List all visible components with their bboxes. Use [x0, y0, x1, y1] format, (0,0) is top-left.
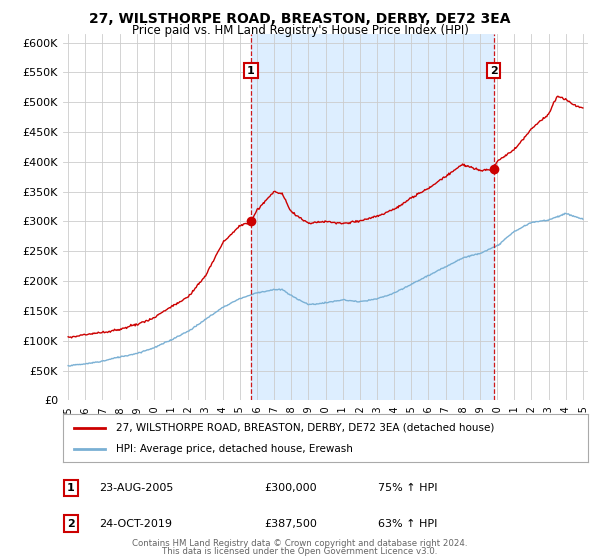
Text: 27, WILSTHORPE ROAD, BREASTON, DERBY, DE72 3EA (detached house): 27, WILSTHORPE ROAD, BREASTON, DERBY, DE… [115, 423, 494, 433]
Text: £300,000: £300,000 [264, 483, 317, 493]
Bar [251, 34, 494, 400]
Text: 24-OCT-2019: 24-OCT-2019 [99, 519, 172, 529]
Text: 75% ↑ HPI: 75% ↑ HPI [378, 483, 437, 493]
Text: 2: 2 [67, 519, 74, 529]
Text: 23-AUG-2005: 23-AUG-2005 [99, 483, 173, 493]
Text: 27, WILSTHORPE ROAD, BREASTON, DERBY, DE72 3EA: 27, WILSTHORPE ROAD, BREASTON, DERBY, DE… [89, 12, 511, 26]
Text: This data is licensed under the Open Government Licence v3.0.: This data is licensed under the Open Gov… [163, 547, 437, 556]
Text: £387,500: £387,500 [264, 519, 317, 529]
Text: HPI: Average price, detached house, Erewash: HPI: Average price, detached house, Erew… [115, 444, 352, 454]
Text: 63% ↑ HPI: 63% ↑ HPI [378, 519, 437, 529]
Text: Price paid vs. HM Land Registry's House Price Index (HPI): Price paid vs. HM Land Registry's House … [131, 24, 469, 36]
Text: 2: 2 [490, 66, 497, 76]
Text: Contains HM Land Registry data © Crown copyright and database right 2024.: Contains HM Land Registry data © Crown c… [132, 539, 468, 548]
Text: 1: 1 [67, 483, 74, 493]
Text: 1: 1 [247, 66, 255, 76]
